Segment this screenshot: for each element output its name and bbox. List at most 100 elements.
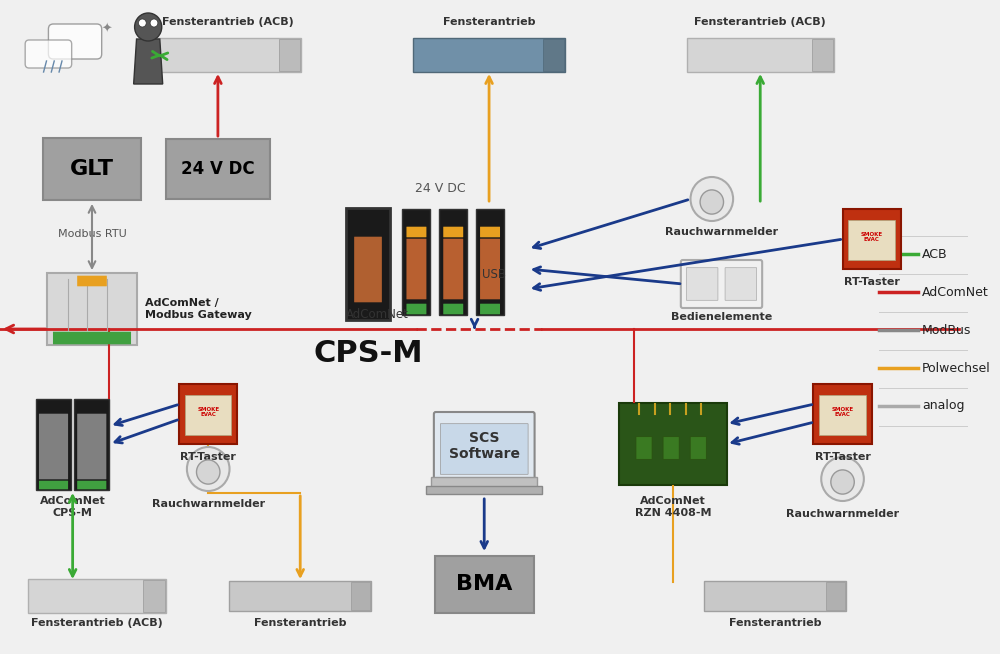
Circle shape <box>196 460 220 484</box>
FancyBboxPatch shape <box>543 39 564 71</box>
Text: RT-Taster: RT-Taster <box>844 277 900 287</box>
Circle shape <box>700 190 724 214</box>
FancyBboxPatch shape <box>406 239 426 300</box>
FancyBboxPatch shape <box>686 267 718 300</box>
Text: Fensterantrieb (ACB): Fensterantrieb (ACB) <box>31 618 163 628</box>
FancyBboxPatch shape <box>690 437 706 459</box>
FancyBboxPatch shape <box>480 239 500 300</box>
FancyBboxPatch shape <box>53 332 131 344</box>
FancyBboxPatch shape <box>435 555 534 613</box>
FancyBboxPatch shape <box>413 38 565 72</box>
Text: RT-Taster: RT-Taster <box>815 452 870 462</box>
FancyBboxPatch shape <box>351 582 370 610</box>
Text: Polwechsel: Polwechsel <box>922 362 991 375</box>
FancyBboxPatch shape <box>443 303 463 315</box>
FancyBboxPatch shape <box>813 384 872 444</box>
FancyBboxPatch shape <box>819 395 866 435</box>
FancyBboxPatch shape <box>619 403 727 485</box>
FancyBboxPatch shape <box>439 209 467 315</box>
Text: 24 V DC: 24 V DC <box>181 160 255 178</box>
FancyBboxPatch shape <box>354 237 382 302</box>
Text: AdComNet: AdComNet <box>346 308 409 321</box>
Text: AdComNet
RZN 4408-M: AdComNet RZN 4408-M <box>635 496 711 517</box>
FancyBboxPatch shape <box>812 39 833 71</box>
Text: ModBus: ModBus <box>922 324 971 337</box>
Text: CPS-M: CPS-M <box>313 339 423 368</box>
FancyBboxPatch shape <box>74 398 109 489</box>
Circle shape <box>831 470 854 494</box>
FancyBboxPatch shape <box>47 273 137 345</box>
Text: ✦: ✦ <box>101 22 112 35</box>
FancyBboxPatch shape <box>77 481 106 489</box>
Text: 24 V DC: 24 V DC <box>415 182 466 196</box>
FancyBboxPatch shape <box>166 139 270 199</box>
Text: Modbus RTU: Modbus RTU <box>58 229 126 239</box>
FancyBboxPatch shape <box>636 437 652 459</box>
Circle shape <box>135 13 162 41</box>
Text: USB: USB <box>482 267 506 281</box>
FancyBboxPatch shape <box>480 227 500 237</box>
Circle shape <box>187 447 230 491</box>
Text: ACB: ACB <box>922 247 948 260</box>
Circle shape <box>691 177 733 221</box>
Text: BMA: BMA <box>456 574 512 594</box>
FancyBboxPatch shape <box>229 581 371 611</box>
Circle shape <box>138 19 146 27</box>
Circle shape <box>821 457 864 501</box>
Text: Rauchwarnmelder: Rauchwarnmelder <box>152 499 265 509</box>
FancyBboxPatch shape <box>402 209 430 315</box>
Text: analog: analog <box>922 400 964 413</box>
FancyBboxPatch shape <box>48 24 102 59</box>
Text: AdComNet /
Modbus Gateway: AdComNet / Modbus Gateway <box>145 298 252 320</box>
Text: RT-Taster: RT-Taster <box>180 452 236 462</box>
FancyBboxPatch shape <box>43 138 141 200</box>
FancyBboxPatch shape <box>179 384 237 444</box>
FancyBboxPatch shape <box>843 209 901 269</box>
FancyBboxPatch shape <box>443 239 463 300</box>
FancyBboxPatch shape <box>406 227 426 237</box>
Text: SCS
Software: SCS Software <box>449 431 520 461</box>
Text: Fensterantrieb (ACB): Fensterantrieb (ACB) <box>694 17 826 27</box>
FancyBboxPatch shape <box>431 477 537 489</box>
Text: Fensterantrieb: Fensterantrieb <box>729 618 821 628</box>
FancyBboxPatch shape <box>725 267 757 300</box>
Text: SMOKE
EVAC: SMOKE EVAC <box>861 232 883 243</box>
FancyBboxPatch shape <box>440 424 528 474</box>
Polygon shape <box>134 39 163 84</box>
Text: SMOKE
EVAC: SMOKE EVAC <box>197 407 219 417</box>
Text: GLT: GLT <box>70 159 114 179</box>
FancyBboxPatch shape <box>39 481 68 489</box>
FancyBboxPatch shape <box>681 260 762 308</box>
FancyBboxPatch shape <box>154 38 301 72</box>
FancyBboxPatch shape <box>28 579 166 613</box>
FancyBboxPatch shape <box>346 208 390 320</box>
FancyBboxPatch shape <box>476 209 504 315</box>
FancyBboxPatch shape <box>279 39 300 71</box>
FancyBboxPatch shape <box>687 38 834 72</box>
FancyBboxPatch shape <box>39 414 68 479</box>
FancyBboxPatch shape <box>25 40 72 68</box>
FancyBboxPatch shape <box>426 486 542 494</box>
Circle shape <box>150 19 158 27</box>
FancyBboxPatch shape <box>663 437 679 459</box>
FancyBboxPatch shape <box>434 412 535 481</box>
FancyBboxPatch shape <box>185 395 231 435</box>
Text: Rauchwarnmelder: Rauchwarnmelder <box>665 227 778 237</box>
FancyBboxPatch shape <box>406 303 426 315</box>
FancyBboxPatch shape <box>848 220 895 260</box>
FancyBboxPatch shape <box>443 227 463 237</box>
Text: SMOKE
EVAC: SMOKE EVAC <box>831 407 854 417</box>
FancyBboxPatch shape <box>36 398 71 489</box>
Text: Fensterantrieb: Fensterantrieb <box>443 17 535 27</box>
FancyBboxPatch shape <box>826 582 845 610</box>
Text: Fensterantrieb: Fensterantrieb <box>254 618 346 628</box>
Text: AdComNet
CPS-M: AdComNet CPS-M <box>40 496 106 517</box>
FancyBboxPatch shape <box>77 414 106 479</box>
Text: Rauchwarnmelder: Rauchwarnmelder <box>786 509 899 519</box>
Text: Fensterantrieb (ACB): Fensterantrieb (ACB) <box>162 17 293 27</box>
Text: Bedienelemente: Bedienelemente <box>671 312 772 322</box>
Text: AdComNet: AdComNet <box>922 286 989 298</box>
FancyBboxPatch shape <box>704 581 846 611</box>
FancyBboxPatch shape <box>143 580 165 612</box>
FancyBboxPatch shape <box>480 303 500 315</box>
